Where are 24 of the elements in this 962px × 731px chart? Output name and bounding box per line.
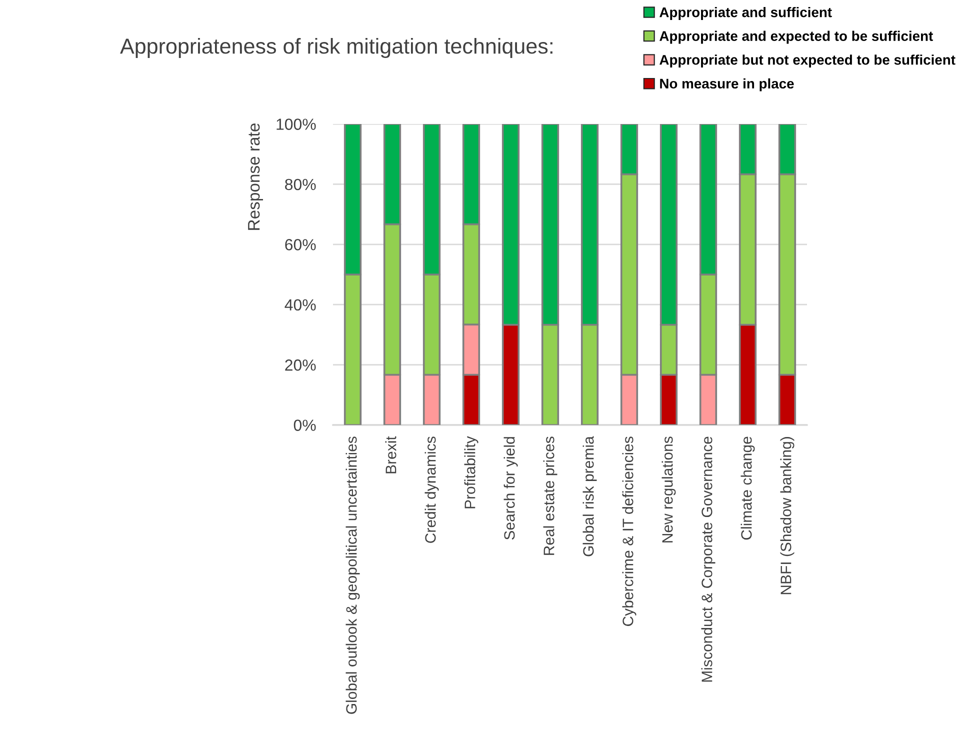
y-tick-label: 80% xyxy=(285,178,316,190)
legend-label: Appropriate and expected to be sufficient xyxy=(660,30,933,44)
x-tick-label: New regulations xyxy=(662,436,676,542)
x-tick-label: Global risk premia xyxy=(582,436,597,556)
y-axis-title: Response rate xyxy=(248,124,263,230)
x-tick-label: Climate change xyxy=(740,436,755,540)
legend-label: Appropriate and sufficient xyxy=(660,7,832,20)
y-tick-label: 100% xyxy=(276,118,316,130)
y-tick-label: 20% xyxy=(285,359,316,371)
chart-title: Appropriateness of risk mitigation techniques: xyxy=(120,38,552,58)
legend-label: No measure in place xyxy=(660,78,794,92)
y-tick-label: 0% xyxy=(294,420,316,431)
legend-label: Appropriate but not expected to be sufficient xyxy=(660,54,956,68)
x-tick-label: Cybercrime & IT deficiencies xyxy=(622,436,636,626)
x-tick-label: Global outlook & geopolitical uncertainties xyxy=(346,436,360,714)
y-tick-label: 40% xyxy=(284,299,316,311)
x-tick-label: Real estate prices xyxy=(543,436,558,555)
x-tick-label: Credit dynamics xyxy=(424,436,439,543)
x-tick-label: Misconduct & Corporate Governance xyxy=(701,436,716,682)
x-tick-label: Brexit xyxy=(385,436,396,474)
x-tick-label: Search for yield xyxy=(504,437,518,540)
x-tick-label: Profitability xyxy=(464,436,478,508)
x-tick-label: NBFI (Shadow banking) xyxy=(780,437,794,594)
y-tick-label: 60% xyxy=(285,239,316,250)
